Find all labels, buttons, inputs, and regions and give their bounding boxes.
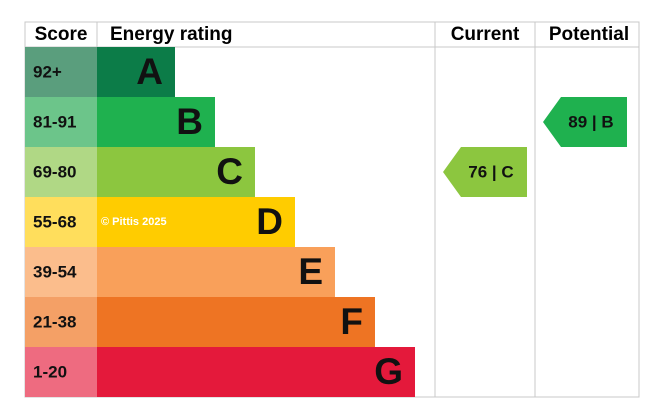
score-cell	[25, 347, 97, 397]
rating-letter: B	[176, 101, 203, 142]
score-label: 69-80	[33, 162, 76, 181]
score-cell	[25, 197, 97, 247]
rating-letter: A	[136, 51, 163, 92]
current-arrow	[443, 147, 527, 197]
rating-letter: D	[256, 201, 283, 242]
rating-letter: F	[340, 301, 363, 342]
score-label: 1-20	[33, 362, 67, 381]
rating-bar	[97, 47, 175, 97]
header-potential: Potential	[549, 24, 629, 45]
score-cell	[25, 247, 97, 297]
watermark: © Pittis 2025	[101, 216, 167, 228]
score-label: 55-68	[33, 212, 76, 231]
header-current: Current	[451, 24, 520, 45]
potential-arrow	[543, 97, 627, 147]
rating-bar	[97, 147, 255, 197]
score-cell	[25, 147, 97, 197]
header-score: Score	[35, 24, 88, 45]
rating-letter: C	[216, 151, 243, 192]
potential-label: 89 | B	[568, 112, 613, 131]
score-label: 21-38	[33, 312, 76, 331]
score-cell	[25, 97, 97, 147]
header-energy-rating: Energy rating	[110, 24, 232, 45]
score-cell	[25, 297, 97, 347]
rating-bar	[97, 247, 335, 297]
score-label: 39-54	[33, 262, 77, 281]
rating-bar	[97, 297, 375, 347]
rating-bar	[97, 197, 295, 247]
score-cell	[25, 47, 97, 97]
rating-bar	[97, 347, 415, 397]
rating-letter: G	[374, 351, 403, 392]
score-label: 81-91	[33, 112, 76, 131]
score-label: 92+	[33, 62, 62, 81]
rating-bar	[97, 97, 215, 147]
rating-letter: E	[298, 251, 323, 292]
current-label: 76 | C	[468, 162, 513, 181]
